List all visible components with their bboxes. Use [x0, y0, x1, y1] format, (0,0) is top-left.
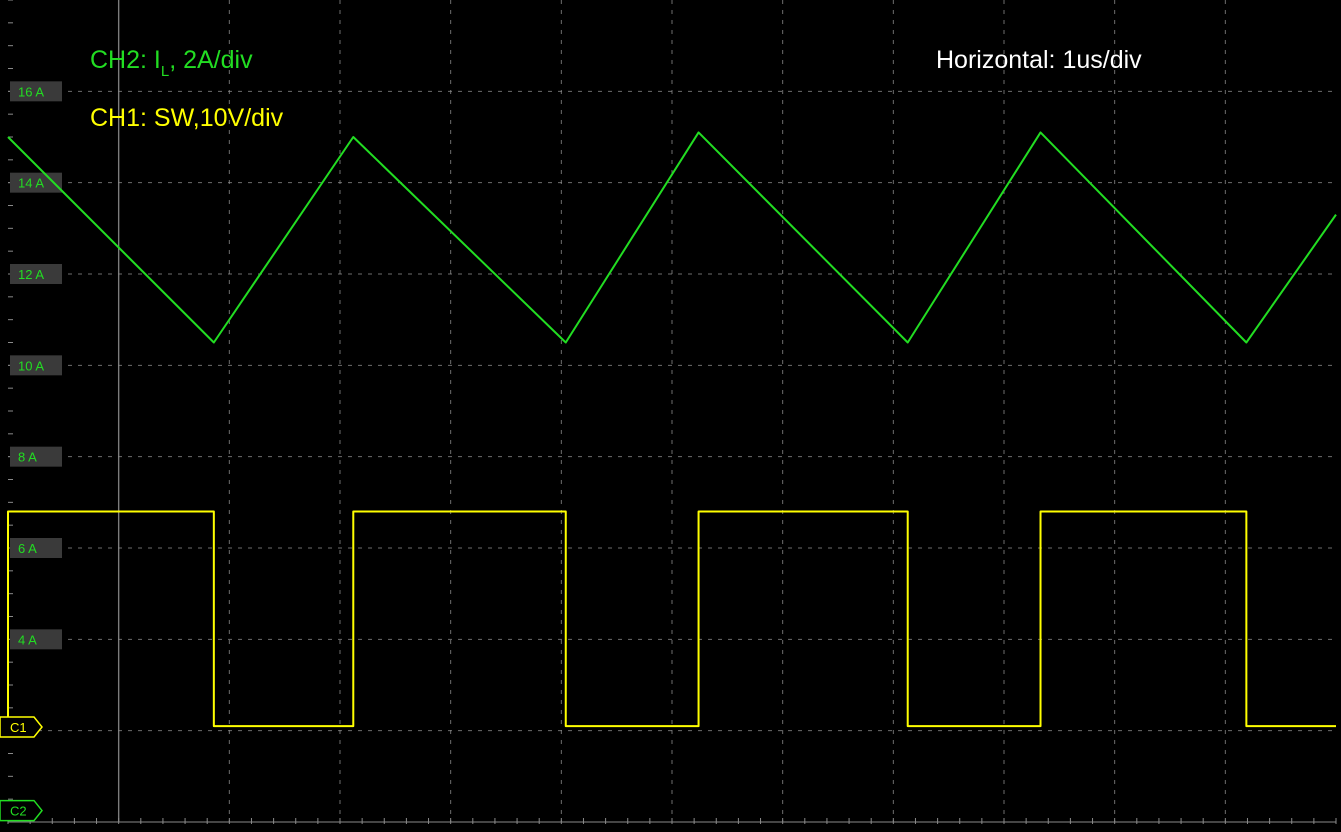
ch2-inductor-current-trace: [7, 131, 1337, 344]
y-tick-label-box: [10, 446, 62, 467]
c2-marker: [0, 799, 43, 822]
y-tick-label: 4 A: [18, 632, 37, 647]
ch2-annotation-subscript: L: [160, 63, 170, 80]
y-tick-label: 12 A: [18, 267, 44, 282]
ch2-annotation-suffix: , 2A/div: [169, 46, 253, 74]
y-tick-label-box: [10, 629, 62, 650]
y-tick-label: 14 A: [18, 176, 44, 191]
horizontal-scale-annotation: Horizontal: 1us/div: [936, 46, 1142, 74]
y-tick-label-box: [10, 538, 62, 558]
y-tick-label-box: [10, 355, 62, 376]
y-tick-label-box: [10, 81, 62, 102]
ch1-annotation: CH1: SW,10V/div: [90, 104, 284, 132]
ch1-switch-node-trace: [7, 510, 1336, 731]
y-tick-label: 10 A: [18, 358, 44, 373]
c1-marker-label: C1: [10, 720, 27, 735]
y-tick-label: 6 A: [18, 541, 37, 556]
y-tick-label: 8 A: [18, 450, 37, 465]
c1-marker: [0, 716, 43, 738]
y-tick-label-box: [10, 264, 62, 284]
ch2-annotation: CH2: IL, 2A/div: [90, 46, 253, 80]
y-tick-label: 16 A: [18, 84, 44, 99]
c2-marker-label: C2: [10, 804, 27, 819]
ch2-annotation-prefix: CH2: I: [90, 46, 161, 74]
